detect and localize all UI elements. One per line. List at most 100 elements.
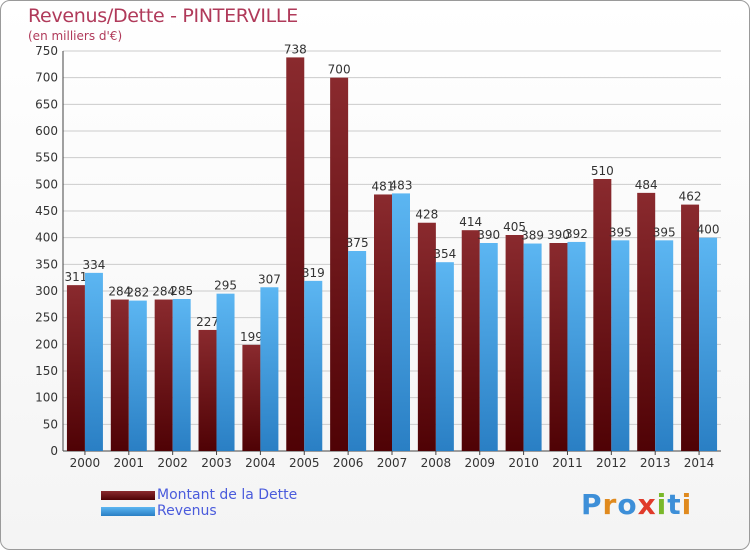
data-label-dette: 484	[635, 178, 658, 192]
y-tick-label: 750	[35, 44, 58, 58]
legend-item-revenus: Revenus	[101, 503, 297, 519]
data-label-dette: 510	[591, 164, 614, 178]
bar-revenus	[392, 193, 410, 451]
logo-letter: r	[602, 488, 618, 521]
data-label-dette: 481	[372, 179, 395, 193]
bar-revenus	[260, 287, 279, 451]
y-tick-label: 700	[35, 71, 58, 85]
bar-revenus	[216, 293, 235, 451]
y-tick-label: 650	[35, 97, 58, 111]
bar-revenus	[304, 280, 323, 451]
y-tick-label: 50	[43, 417, 58, 431]
bar-revenus	[655, 240, 674, 451]
data-label-revenus: 395	[609, 225, 632, 239]
bar-revenus	[172, 299, 191, 451]
x-tick-label: 2014	[684, 456, 715, 470]
x-tick-label: 2012	[596, 456, 627, 470]
x-tick-label: 2000	[70, 456, 101, 470]
y-tick-label: 450	[35, 204, 58, 218]
data-label-dette: 390	[547, 228, 570, 242]
data-label-dette: 428	[415, 208, 438, 222]
x-tick-label: 2005	[289, 456, 320, 470]
data-label-revenus: 319	[302, 266, 325, 280]
y-tick-label: 550	[35, 151, 58, 165]
data-label-dette: 284	[152, 285, 175, 299]
data-label-revenus: 389	[521, 229, 544, 243]
bar-revenus	[567, 241, 586, 451]
logo-letter: i	[656, 488, 668, 521]
bar-dette	[417, 222, 436, 451]
y-tick-label: 150	[35, 364, 58, 378]
chart-title: Revenus/Dette - PINTERVILLE	[28, 5, 298, 27]
data-label-revenus: 483	[390, 178, 413, 192]
data-label-revenus: 354	[433, 247, 456, 261]
data-label-revenus: 282	[126, 286, 149, 300]
y-tick-label: 100	[35, 391, 58, 405]
y-tick-label: 500	[35, 177, 58, 191]
data-label-dette: 311	[64, 270, 87, 284]
logo-letter: t	[667, 488, 682, 521]
legend-item-dette: Montant de la Dette	[101, 487, 297, 503]
y-tick-label: 600	[35, 124, 58, 138]
x-tick-label: 2002	[157, 456, 188, 470]
legend-swatch-revenus	[101, 506, 155, 516]
data-label-dette: 700	[328, 63, 351, 77]
bar-revenus	[699, 237, 718, 451]
data-label-dette: 284	[108, 285, 131, 299]
bar-dette	[154, 299, 173, 451]
bar-dette	[330, 77, 349, 452]
logo-letter: x	[637, 488, 657, 521]
bar-dette	[66, 285, 85, 451]
y-tick-label: 250	[35, 311, 58, 325]
bar-dette	[286, 57, 305, 452]
data-label-revenus: 375	[346, 236, 369, 250]
data-label-revenus: 400	[697, 223, 720, 237]
legend: Montant de la Dette Revenus	[101, 487, 297, 519]
x-tick-label: 2010	[508, 456, 539, 470]
bar-revenus	[128, 300, 147, 451]
x-tick-label: 2008	[421, 456, 452, 470]
x-tick-label: 2009	[464, 456, 495, 470]
bar-dette	[549, 243, 568, 451]
data-label-dette: 199	[240, 330, 263, 344]
data-label-dette: 462	[679, 190, 702, 204]
x-tick-label: 2013	[640, 456, 671, 470]
y-tick-label: 200	[35, 337, 58, 351]
chart-subtitle: (en milliers d'€)	[28, 29, 123, 43]
x-tick-label: 2006	[333, 456, 364, 470]
logo-letter: o	[617, 488, 638, 521]
data-label-dette: 414	[459, 215, 482, 229]
data-label-revenus: 295	[214, 279, 237, 293]
y-tick-label: 400	[35, 231, 58, 245]
y-tick-label: 350	[35, 257, 58, 271]
legend-label-revenus: Revenus	[157, 503, 217, 519]
bar-revenus	[84, 272, 103, 451]
bar-dette	[637, 192, 656, 451]
x-tick-label: 2004	[245, 456, 276, 470]
logo-letter: P	[581, 488, 603, 521]
data-label-dette: 405	[503, 220, 526, 234]
y-tick-label: 300	[35, 284, 58, 298]
bar-revenus	[479, 243, 498, 451]
proxiti-logo: Proxiti	[581, 488, 692, 521]
bar-revenus	[435, 262, 454, 451]
x-tick-label: 2011	[552, 456, 583, 470]
logo-letter: i	[681, 488, 693, 521]
bar-dette	[593, 179, 612, 451]
bar-revenus	[611, 240, 630, 451]
legend-swatch-dette	[101, 490, 155, 500]
data-label-dette: 738	[284, 42, 307, 56]
bar-dette	[110, 299, 129, 451]
bar-dette	[505, 235, 524, 451]
x-tick-label: 2001	[114, 456, 145, 470]
legend-label-dette: Montant de la Dette	[157, 487, 298, 503]
data-label-revenus: 334	[82, 258, 105, 272]
bar-revenus	[348, 251, 367, 451]
x-tick-label: 2003	[201, 456, 232, 470]
x-tick-label: 2007	[377, 456, 408, 470]
bar-dette	[461, 230, 480, 451]
data-label-revenus: 390	[477, 228, 500, 242]
bar-dette	[374, 194, 392, 451]
data-label-revenus: 395	[653, 225, 676, 239]
